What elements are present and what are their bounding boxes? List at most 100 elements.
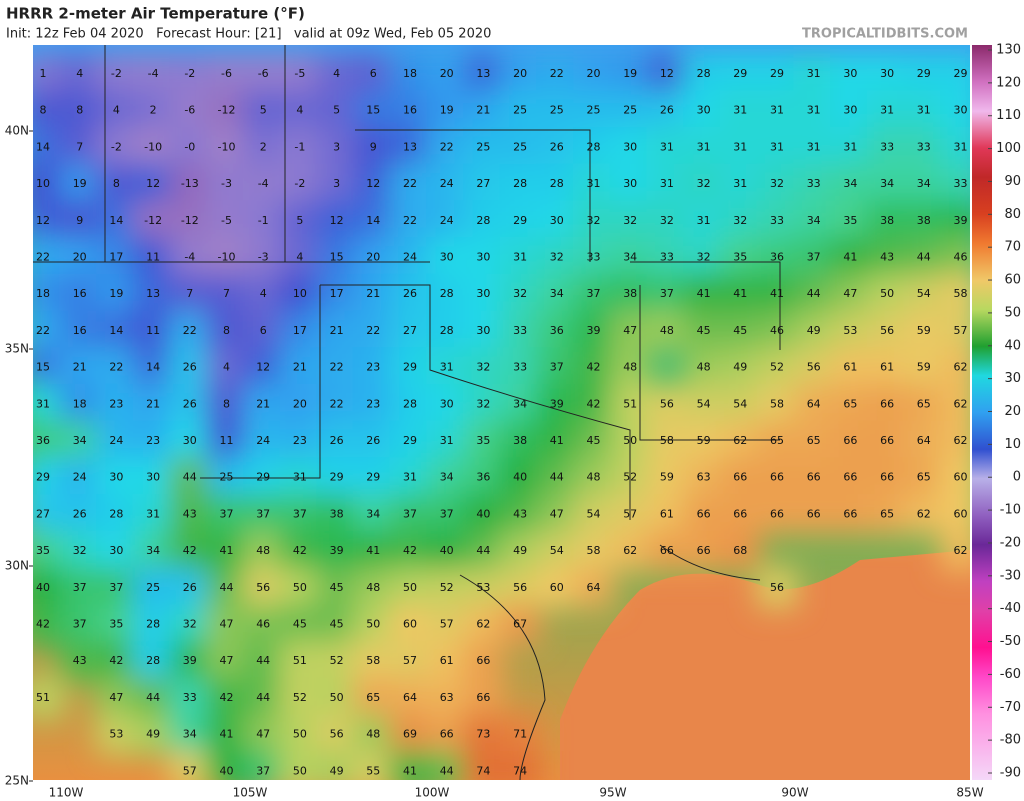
temp-cell (903, 347, 945, 388)
temp-cell (169, 383, 211, 425)
temp-label: -1 (294, 140, 305, 153)
temp-label: 48 (366, 581, 380, 594)
temp-label: 29 (330, 471, 344, 484)
temp-label: 32 (73, 544, 87, 557)
temp-cell (279, 237, 321, 278)
temp-cell (793, 53, 835, 95)
temp-cell (756, 567, 798, 609)
temp-label: -4 (148, 67, 159, 80)
temp-label: 10 (36, 177, 50, 190)
temp-cell (96, 530, 137, 572)
temp-label: 57 (183, 764, 197, 777)
temp-cell (59, 310, 101, 352)
temp-cell (463, 457, 504, 499)
temp-label: 47 (220, 654, 234, 667)
temp-cell (830, 273, 871, 315)
temp-label: 52 (770, 361, 784, 374)
temp-label: 10 (293, 287, 307, 300)
temp-cell (132, 237, 174, 278)
temp-cell (646, 237, 688, 278)
temp-cell (279, 200, 321, 242)
temp-label: 3 (333, 140, 340, 153)
temp-cell (96, 383, 137, 425)
temp-label: 5 (260, 104, 267, 117)
temp-cell (132, 420, 174, 462)
temp-cell (59, 530, 101, 572)
temp-label: 64 (807, 397, 821, 410)
temp-cell (33, 383, 64, 425)
temp-cell (33, 494, 64, 535)
temp-cell (169, 750, 211, 780)
temp-cell (59, 383, 101, 425)
temp-label: 22 (330, 361, 344, 374)
temp-cell (33, 530, 64, 572)
temp-cell (536, 163, 578, 205)
temp-cell (206, 677, 247, 719)
temp-label: 6 (370, 67, 377, 80)
temp-label: 31 (403, 471, 417, 484)
temp-cell (463, 640, 504, 682)
temp-cell (389, 494, 431, 535)
temp-cell (59, 53, 101, 95)
temp-label: 66 (770, 471, 784, 484)
temp-label: 29 (366, 471, 380, 484)
temp-cell (463, 200, 504, 242)
temp-cell (426, 677, 468, 719)
temp-label: 23 (293, 434, 307, 447)
temp-cell (609, 53, 651, 95)
temp-cell (830, 200, 871, 242)
temp-label: 31 (807, 67, 821, 80)
temp-label: 74 (476, 764, 490, 777)
temp-cell (940, 237, 970, 278)
temp-label: 34 (146, 544, 160, 557)
temp-cell (389, 640, 431, 682)
temp-cell (389, 90, 431, 132)
temp-cell (940, 457, 970, 499)
temp-label: 33 (183, 691, 197, 704)
temp-cell (59, 457, 101, 499)
temp-cell (206, 163, 247, 205)
temp-label: 48 (587, 471, 601, 484)
temp-label: 63 (440, 691, 454, 704)
temp-cell (426, 530, 468, 572)
temp-label: 23 (366, 361, 380, 374)
temp-cell (59, 347, 101, 388)
temp-label: 42 (293, 544, 307, 557)
temp-cell (683, 530, 724, 572)
temp-label: 62 (954, 397, 968, 410)
temp-cell (352, 604, 394, 645)
temp-label: 60 (954, 507, 968, 520)
temp-cell (242, 604, 284, 645)
temp-cell (573, 90, 614, 132)
temp-cell (33, 604, 64, 645)
temp-label: 25 (513, 104, 527, 117)
temp-label: 25 (220, 471, 234, 484)
temp-label: 66 (843, 507, 857, 520)
temp-cell (463, 90, 504, 132)
temp-label: 22 (36, 324, 50, 337)
temp-label: 9 (370, 140, 377, 153)
temp-label: 68 (733, 544, 747, 557)
temp-cell (719, 457, 761, 499)
temp-label: 45 (330, 581, 344, 594)
temp-label: 36 (36, 434, 50, 447)
temp-cell (830, 494, 871, 535)
temp-label: 44 (183, 471, 197, 484)
temp-cell (206, 310, 247, 352)
temp-cell (352, 90, 394, 132)
temp-label: 31 (440, 361, 454, 374)
temp-label: 31 (660, 177, 674, 190)
temp-cell (940, 420, 970, 462)
temp-cell (463, 420, 504, 462)
temp-label: 8 (223, 324, 230, 337)
temp-cell (132, 383, 174, 425)
temp-label: 37 (587, 287, 601, 300)
temp-label: 34 (183, 728, 197, 741)
temp-cell (756, 53, 798, 95)
temp-label: 50 (330, 691, 344, 704)
temp-label: 17 (293, 324, 307, 337)
temp-label: 66 (733, 507, 747, 520)
temp-cell (499, 420, 541, 462)
temp-label: 66 (476, 654, 490, 667)
temp-label: 32 (513, 287, 527, 300)
